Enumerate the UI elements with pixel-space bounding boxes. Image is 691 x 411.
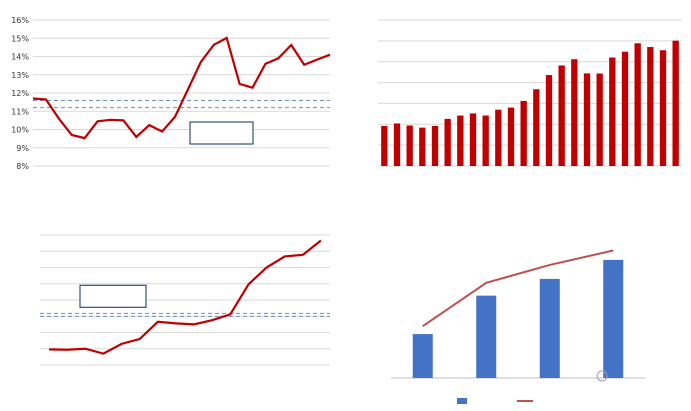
- series-line: [49, 239, 322, 355]
- bar: [634, 43, 641, 166]
- bar: [603, 259, 624, 378]
- bar: [406, 125, 413, 166]
- bar: [482, 115, 489, 166]
- bar: [583, 73, 591, 166]
- bar: [672, 40, 679, 166]
- bar: [609, 57, 616, 166]
- y-tick-label: 12%: [11, 89, 29, 98]
- bar: [495, 109, 502, 166]
- reference-label-box: [79, 284, 147, 308]
- y-tick-label: 9%: [16, 144, 29, 153]
- bar: [596, 73, 603, 166]
- bar: [419, 127, 426, 166]
- bar: [507, 107, 515, 166]
- bar: [412, 334, 433, 378]
- y-tick-label: 10%: [11, 126, 29, 135]
- bar: [558, 65, 565, 166]
- series-line: [422, 249, 614, 327]
- bar: [381, 125, 388, 166]
- bar: [545, 75, 553, 166]
- chart-2021-22-monthly-ratio: [40, 234, 330, 366]
- bar: [393, 123, 401, 166]
- chart-ending-stocks: [378, 19, 682, 167]
- bar: [476, 295, 497, 378]
- reference-label-box: [189, 121, 254, 145]
- bar: [469, 113, 477, 166]
- y-tick-label: 15%: [11, 34, 29, 43]
- legend-swatch-bars: [457, 398, 467, 404]
- bar: [621, 51, 629, 166]
- bar: [539, 278, 560, 378]
- bar: [659, 50, 667, 166]
- y-tick-label: 11%: [11, 107, 29, 116]
- chart-2022-23-monthly-ratio: [391, 249, 645, 404]
- series-line: [32, 36, 331, 140]
- y-tick-label: 16%: [11, 16, 29, 25]
- bar: [431, 125, 439, 166]
- bar: [520, 100, 527, 166]
- y-tick-label: 14%: [11, 53, 29, 62]
- bar: [457, 115, 464, 166]
- bar: [533, 89, 540, 166]
- chart-stock-to-use-ratio: 8% 9% 10% 11% 12% 13% 14% 15% 16%: [11, 16, 331, 171]
- y-tick-label: 8%: [16, 162, 29, 171]
- y-tick-label: 13%: [11, 71, 29, 80]
- bar: [571, 59, 578, 167]
- watermark-logo: [596, 370, 608, 382]
- bar: [444, 118, 451, 166]
- bar: [647, 47, 654, 167]
